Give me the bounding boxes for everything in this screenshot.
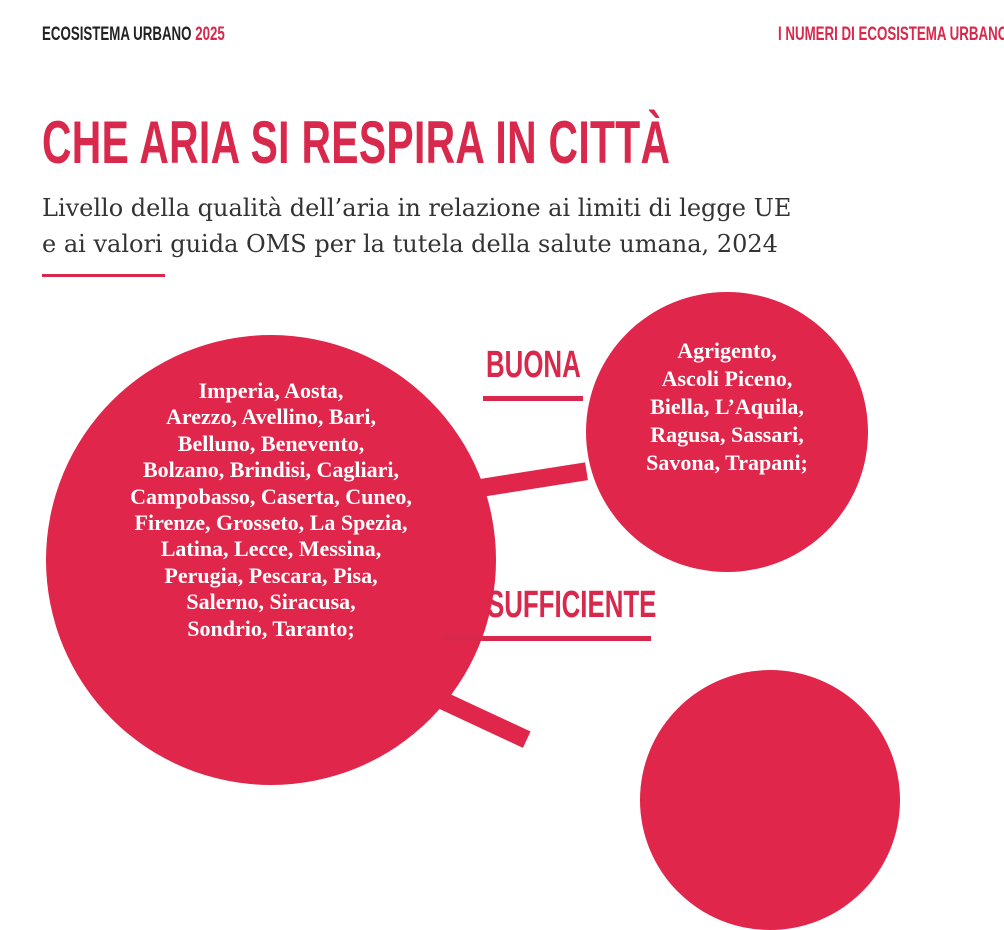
city-line: Firenze, Grosseto, La Spezia, <box>134 510 408 535</box>
publication-year: 2025 <box>195 24 225 45</box>
page-title: CHE ARIA SI RESPIRA IN CITTÀ <box>42 109 671 176</box>
city-line: Savona, Trapani; <box>646 450 808 475</box>
category-circle-sufficiente: Imperia, Aosta, Arezzo, Avellino, Bari, … <box>46 335 496 785</box>
city-line: Campobasso, Caserta, Cuneo, <box>130 483 412 509</box>
subtitle-line: e ai valori guida OMS per la tutela dell… <box>42 230 778 258</box>
city-line: Arezzo, Avellino, Bari, <box>166 404 376 430</box>
city-line: Belluno, Benevento, <box>177 430 365 456</box>
publication-header: ECOSISTEMA URBANO 2025 <box>42 24 225 46</box>
city-line: Imperia, Aosta, <box>198 377 344 403</box>
category-circle-buona: Agrigento, Ascoli Piceno, Biella, L’Aqui… <box>586 292 868 572</box>
publication-name: ECOSISTEMA URBANO <box>42 24 192 45</box>
label-buona: BUONA <box>486 344 581 386</box>
category-circle-next <box>640 670 900 930</box>
city-line: Bolzano, Brindisi, Cagliari, <box>142 457 400 483</box>
label-buona-rule <box>483 396 583 401</box>
city-line: Ragusa, Sassari, <box>650 422 804 447</box>
city-line: Sondrio, Taranto; <box>187 615 355 641</box>
subtitle-line: Livello della qualità dell’aria in relaz… <box>42 194 792 222</box>
city-line: Latina, Lecce, Messina, <box>160 536 382 562</box>
city-list: Imperia, Aosta, Arezzo, Avellino, Bari, … <box>130 378 412 642</box>
city-line: Biella, L’Aquila, <box>650 394 804 419</box>
section-header: I NUMERI DI ECOSISTEMA URBANO <box>778 24 1004 45</box>
city-line: Salerno, Siracusa, <box>186 589 356 615</box>
city-list: Agrigento, Ascoli Piceno, Biella, L’Aqui… <box>646 337 808 477</box>
city-line: Agrigento, <box>677 338 777 363</box>
label-sufficiente-rule <box>443 636 651 641</box>
label-sufficiente: SUFFICIENTE <box>487 584 657 626</box>
subtitle: Livello della qualità dell’aria in relaz… <box>42 190 942 262</box>
city-line: Ascoli Piceno, <box>661 366 793 391</box>
title-divider <box>42 274 165 277</box>
city-line: Perugia, Pescara, Pisa, <box>164 562 378 588</box>
